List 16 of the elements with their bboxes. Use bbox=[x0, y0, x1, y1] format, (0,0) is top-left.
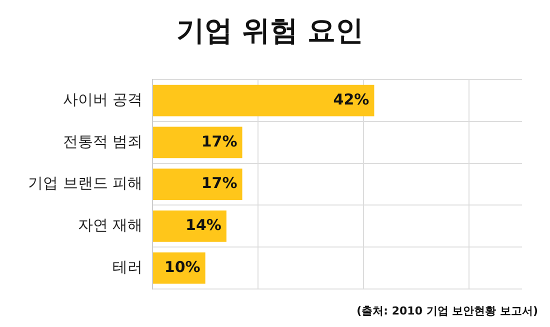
bar bbox=[153, 84, 374, 116]
chart-title: 기업 위험 요인 bbox=[176, 14, 364, 48]
y-tick-label: 테러 bbox=[112, 258, 143, 276]
data-label: 10% bbox=[164, 258, 200, 276]
bar bbox=[153, 168, 242, 200]
text: (출처: 2010 기업 보안현황 보고서) bbox=[356, 304, 538, 318]
data-label: 14% bbox=[186, 216, 222, 234]
y-tick-label: 전통적 범죄 bbox=[62, 132, 143, 150]
data-label: 17% bbox=[201, 132, 238, 150]
y-tick-label: 기업 브랜드 피해 bbox=[28, 174, 143, 192]
y-tick-label: 사이버 공격 bbox=[62, 90, 143, 108]
data-label: 42% bbox=[333, 90, 370, 108]
bar bbox=[153, 126, 242, 158]
y-tick-label: 자연 재해 bbox=[78, 216, 143, 234]
bar bbox=[153, 210, 226, 242]
data-label: 17% bbox=[201, 174, 238, 192]
